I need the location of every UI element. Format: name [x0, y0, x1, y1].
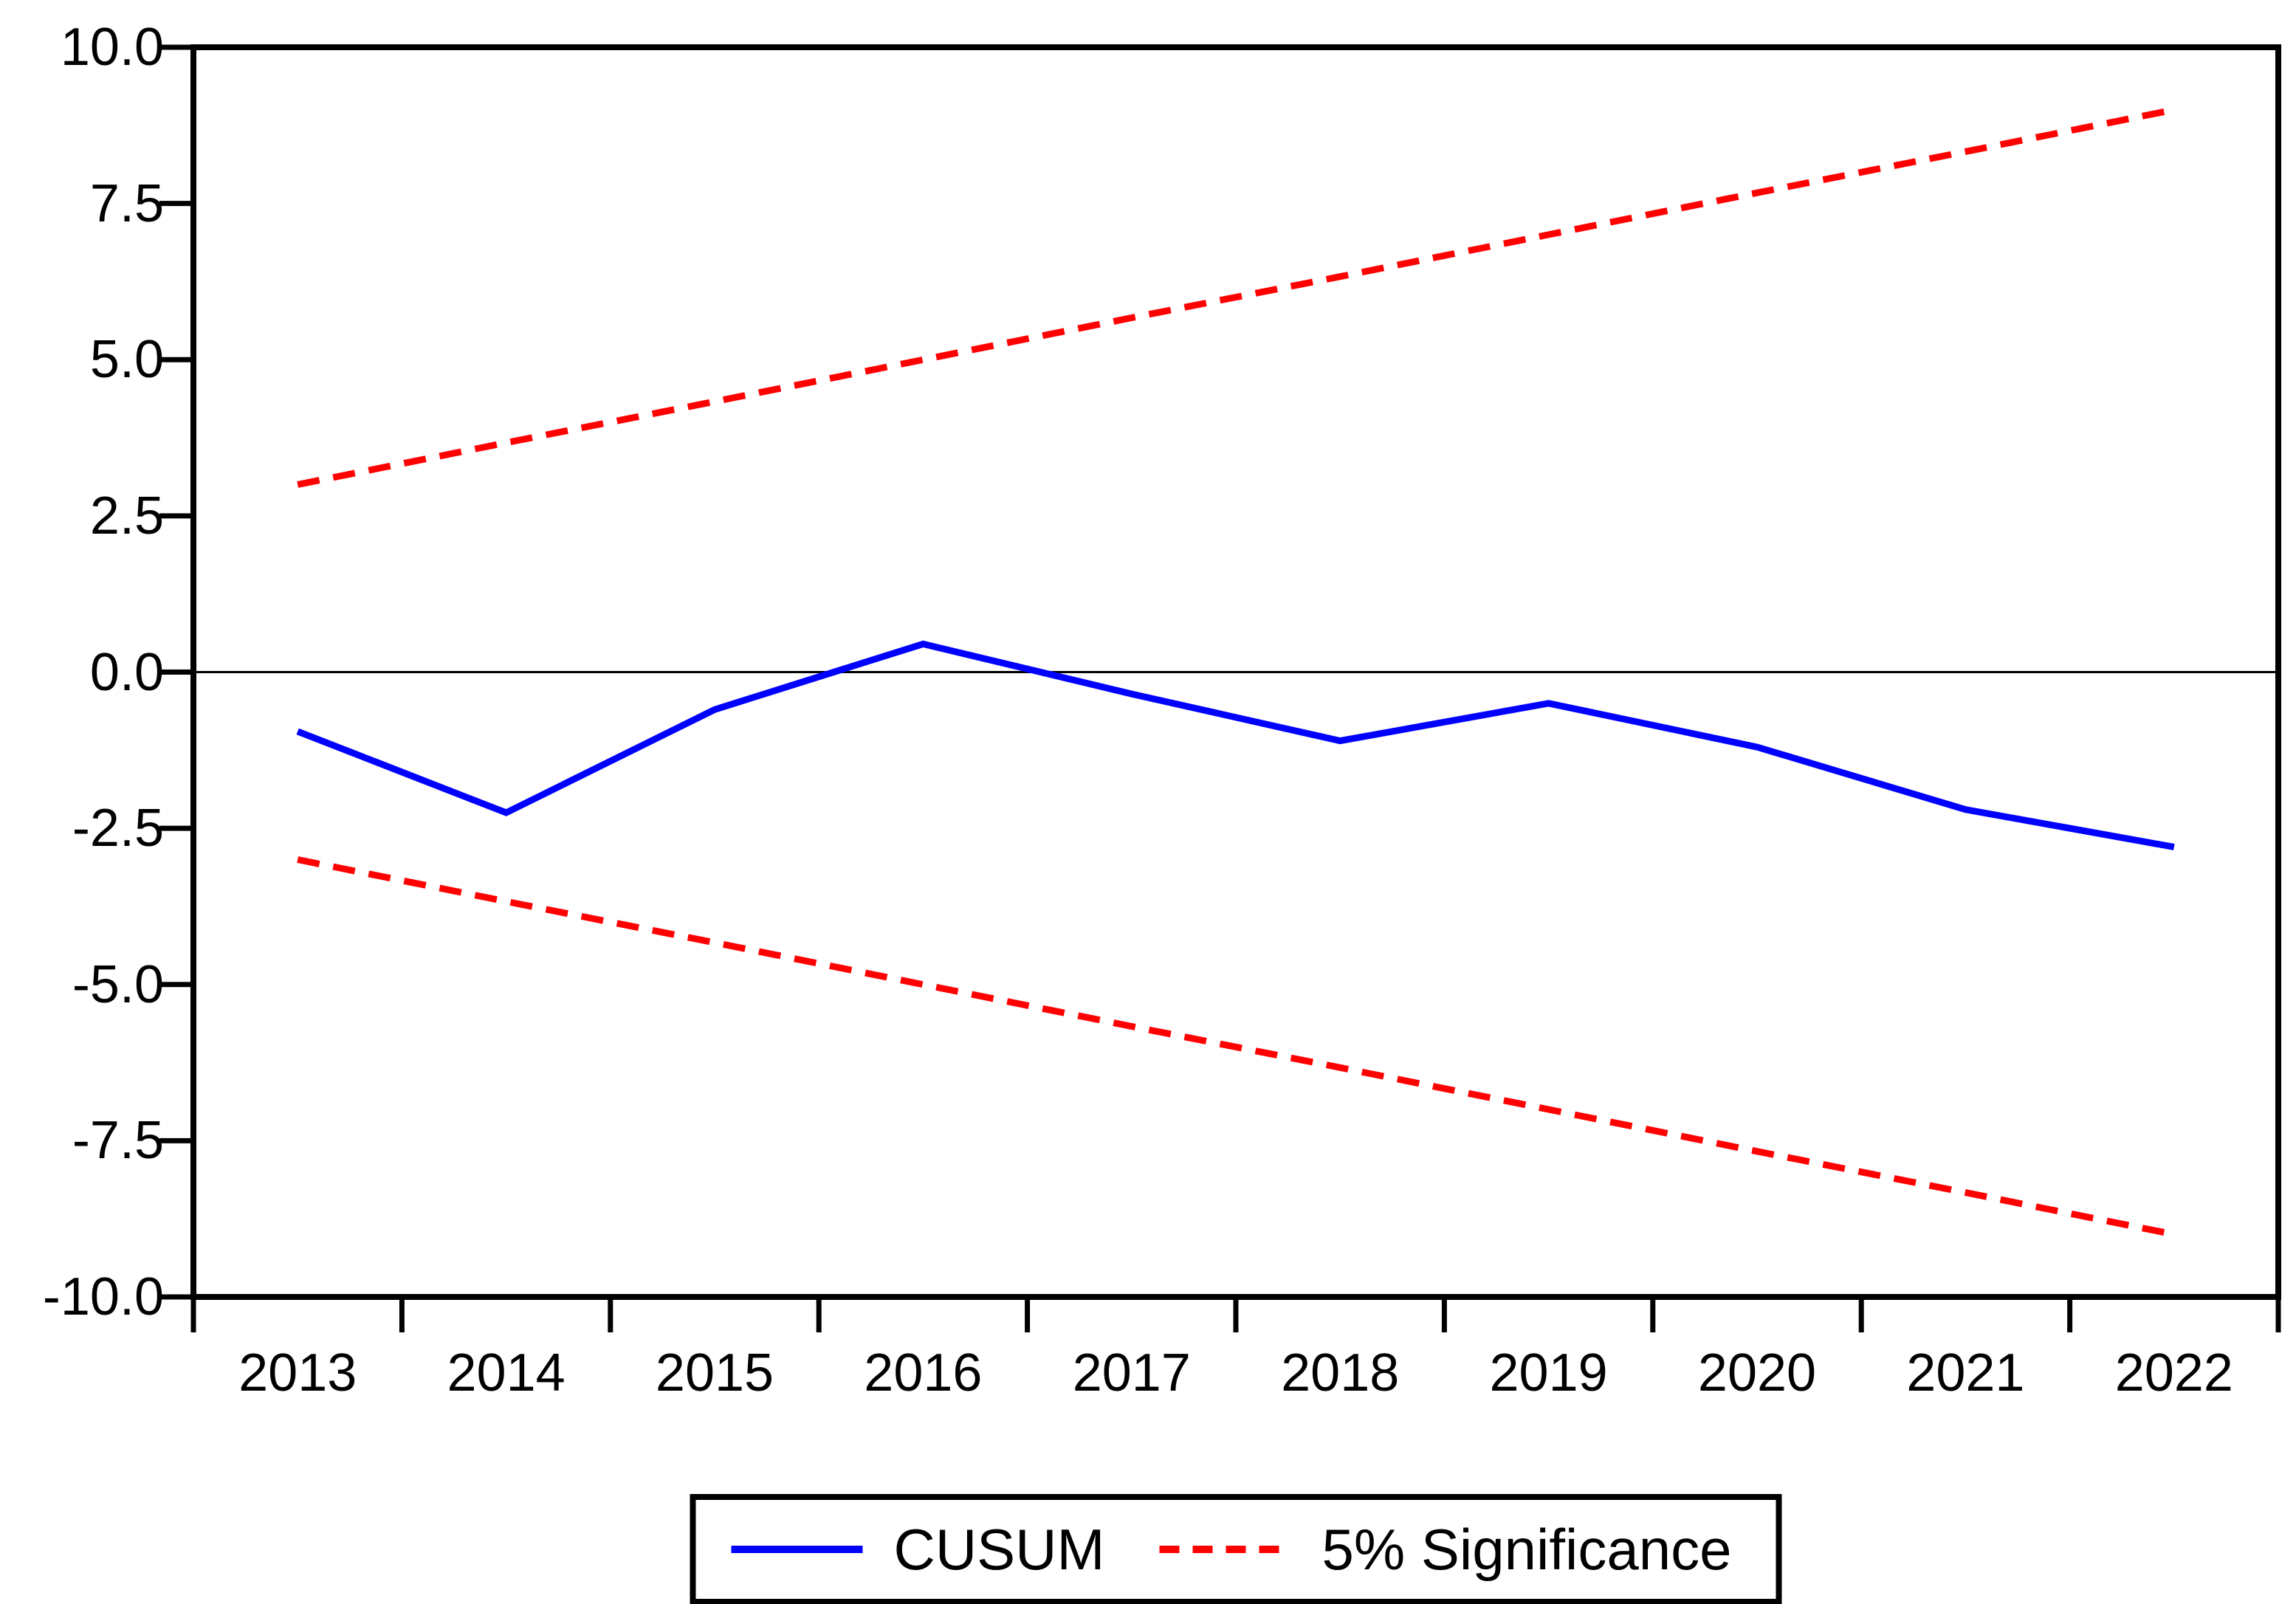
legend-significance-line-icon	[1159, 1546, 1291, 1553]
x-axis-tick-label: 2021	[1906, 1343, 2025, 1402]
legend-cusum-line-icon	[731, 1546, 863, 1553]
x-axis-tick-label: 2022	[2114, 1343, 2233, 1402]
y-axis-tick-label: 0.0	[89, 642, 164, 702]
y-axis-tick-label: -2.5	[72, 799, 164, 858]
x-axis-tick-label: 2018	[1281, 1343, 1400, 1402]
legend-label-significance: 5% Significance	[1321, 1517, 1732, 1582]
y-axis-tick-label: 2.5	[89, 486, 164, 545]
y-axis-tick-label: -7.5	[72, 1111, 164, 1171]
x-axis-tick-label: 2017	[1072, 1343, 1191, 1402]
y-axis-tick-label: 5.0	[89, 330, 164, 390]
x-axis-tick-label: 2016	[864, 1343, 983, 1402]
x-axis-tick-label: 2013	[238, 1343, 357, 1402]
x-axis-tick-label: 2019	[1489, 1343, 1608, 1402]
y-axis-tick-label: 10.0	[60, 18, 164, 77]
x-axis-tick-label: 2015	[655, 1343, 774, 1402]
y-axis-tick-label: 7.5	[89, 173, 164, 233]
y-axis-tick-label: -10.0	[42, 1267, 164, 1326]
legend-label-cusum: CUSUM	[893, 1517, 1105, 1582]
y-axis-tick-label: -5.0	[72, 954, 164, 1014]
x-axis-tick-label: 2020	[1697, 1343, 1817, 1402]
x-axis-tick-label: 2014	[447, 1343, 566, 1402]
legend: CUSUM 5% Significance	[690, 1494, 1782, 1604]
